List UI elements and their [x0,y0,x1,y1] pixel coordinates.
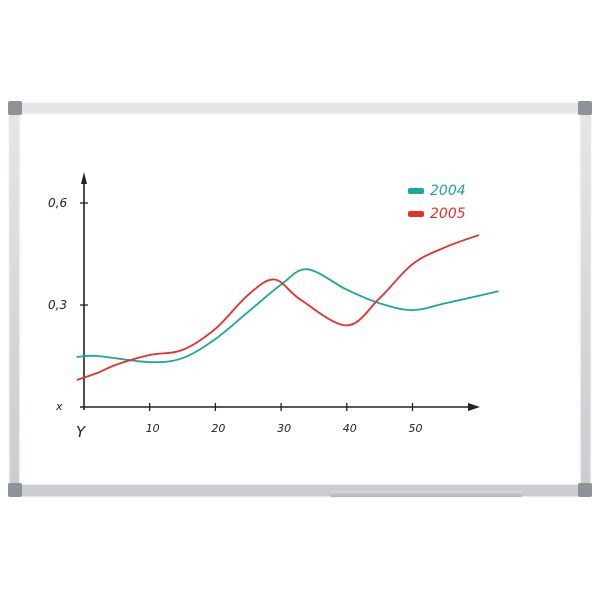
y-tick-label: 0,6 [48,196,67,210]
x-tick-label: 40 [343,422,357,435]
legend-label-2005: 2005 [430,206,466,222]
series-line-2005 [76,234,480,381]
frame-corner [578,483,592,497]
marker-tray [330,491,522,497]
x-axis-arrow [468,403,480,411]
x-axis-label: Y [76,423,87,441]
x-tick-label: 50 [409,422,423,435]
y-axis-label: x [55,400,63,413]
legend-swatch-2005 [408,211,424,217]
x-tick-label: 10 [146,422,160,435]
frame-corner [8,101,22,115]
x-tick-label: 20 [211,422,225,435]
x-tick-label: 30 [277,422,291,435]
series-line-2004 [76,268,499,364]
y-tick-label: 0,3 [48,298,67,312]
frame-corner [578,101,592,115]
legend-swatch-2004 [408,188,424,194]
frame-corner [8,483,22,497]
y-axis-arrow [81,172,87,184]
legend-label-2004: 2004 [430,183,466,199]
